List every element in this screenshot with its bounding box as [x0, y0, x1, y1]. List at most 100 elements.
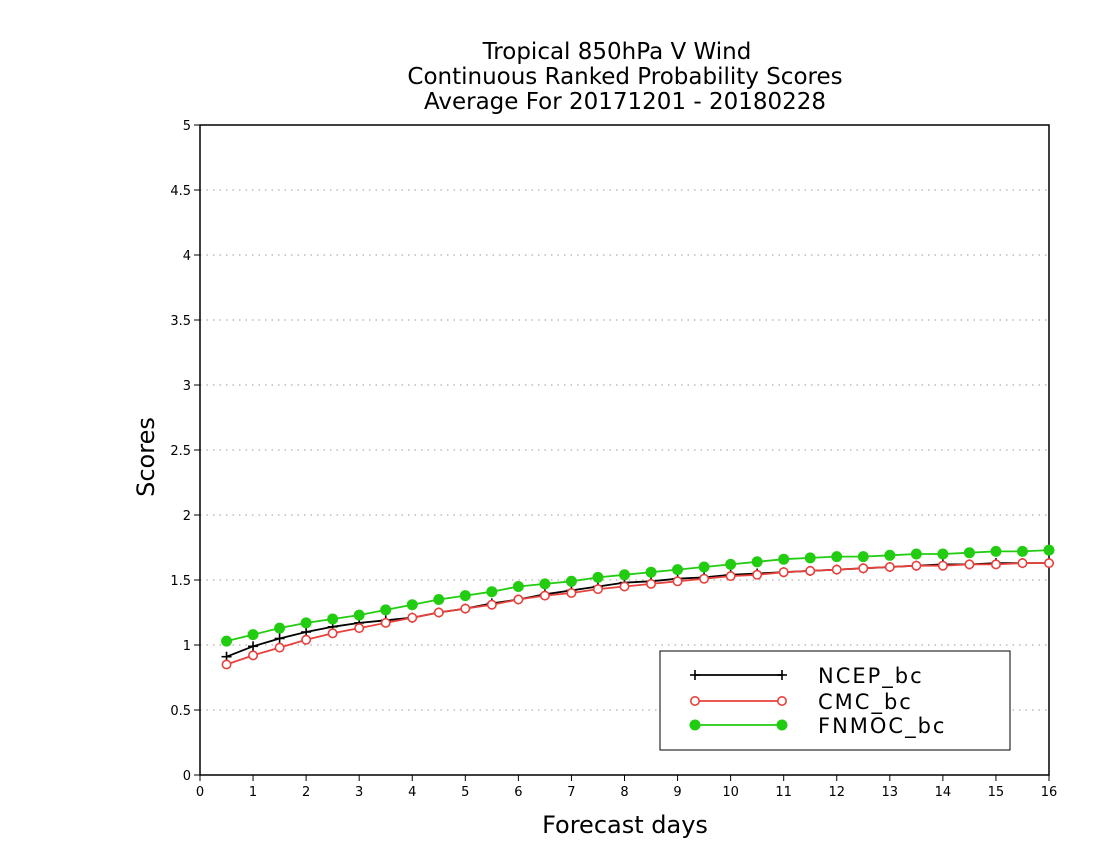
- data-point: [406, 599, 418, 611]
- legend-marker: [689, 719, 701, 731]
- legend-marker: [776, 719, 788, 731]
- data-point: [565, 575, 577, 587]
- data-point: [433, 594, 445, 605]
- series-group: [221, 544, 1055, 670]
- x-tick-label: 8: [620, 785, 628, 800]
- legend-label-CMC_bc: CMC_bc: [818, 690, 913, 715]
- data-point: [327, 613, 339, 625]
- data-point: [566, 587, 577, 598]
- data-point: [380, 604, 392, 616]
- data-point: [353, 609, 365, 621]
- y-tick-label: 4.5: [170, 184, 191, 199]
- y-tick-label: 3.5: [170, 314, 191, 329]
- data-point: [274, 633, 285, 644]
- data-point: [539, 578, 551, 590]
- data-point: [301, 634, 312, 645]
- data-point: [1017, 558, 1028, 569]
- x-tick-label: 14: [935, 785, 952, 800]
- x-tick-label: 2: [302, 785, 310, 800]
- data-point: [248, 650, 259, 661]
- data-point: [672, 564, 684, 576]
- data-point: [858, 563, 869, 574]
- series-line-CMC_bc: [226, 562, 1049, 666]
- x-axis-label: Forecast days: [542, 811, 708, 839]
- x-tick-label: 7: [567, 785, 575, 800]
- y-tick-label: 4: [183, 249, 191, 264]
- data-point: [937, 548, 949, 560]
- x-tick-label: 10: [722, 785, 739, 800]
- data-point: [646, 578, 657, 589]
- y-tick-label: 0.5: [170, 704, 191, 719]
- data-point: [964, 559, 975, 570]
- data-point: [805, 565, 816, 576]
- x-tick-label: 15: [988, 785, 1005, 800]
- x-tick-label: 12: [828, 785, 845, 800]
- data-point: [725, 571, 736, 582]
- chart-title-line-1: Tropical 850hPa V Wind: [482, 39, 752, 65]
- x-axis-ticks: 0 1 2 3 4 5 6 7 8 9 10 11 12 13 14 15 16: [196, 775, 1057, 800]
- y-tick-label: 5: [183, 119, 191, 134]
- data-point: [963, 547, 975, 559]
- x-tick-label: 6: [514, 785, 522, 800]
- chart-title-line-2: Continuous Ranked Probability Scores: [407, 64, 842, 90]
- data-point: [884, 561, 895, 572]
- data-point: [910, 548, 922, 560]
- legend-marker: [690, 670, 700, 680]
- y-tick-label: 3: [183, 379, 191, 394]
- x-tick-label: 0: [196, 785, 204, 800]
- y-tick-label: 1: [183, 639, 191, 654]
- chart-title-line-3: Average For 20171201 - 20180228: [424, 89, 826, 115]
- data-point: [884, 549, 896, 561]
- data-point: [513, 594, 524, 605]
- data-point: [380, 617, 391, 628]
- series-FNMOC_bc: [221, 544, 1055, 647]
- data-point: [698, 561, 710, 573]
- data-point: [592, 571, 604, 583]
- data-point: [831, 564, 842, 575]
- data-point: [1016, 545, 1028, 557]
- y-tick-label: 2: [183, 509, 191, 524]
- y-axis-label: Scores: [132, 417, 160, 497]
- data-point: [778, 567, 789, 578]
- series-CMC_bc: [221, 558, 1055, 670]
- data-point: [804, 552, 816, 564]
- x-tick-label: 4: [408, 785, 416, 800]
- data-point: [433, 607, 444, 618]
- y-tick-label: 2.5: [170, 444, 191, 459]
- data-point: [619, 569, 630, 581]
- data-point: [247, 629, 259, 641]
- y-axis-ticks: 0 0.5 1 1.5 2 2.5 3 3.5 4 4.5 5: [170, 119, 200, 784]
- legend-marker: [777, 670, 787, 680]
- data-point: [459, 590, 471, 602]
- data-point: [990, 559, 1001, 570]
- x-tick-label: 9: [673, 785, 681, 800]
- data-point: [486, 599, 497, 610]
- data-point: [672, 576, 683, 587]
- series-line-FNMOC_bc: [226, 549, 1050, 642]
- data-point: [831, 551, 843, 563]
- data-point: [619, 581, 630, 592]
- data-point: [486, 586, 498, 598]
- data-point: [221, 659, 232, 670]
- data-point: [645, 566, 657, 578]
- data-point: [751, 556, 763, 568]
- y-tick-label: 1.5: [170, 574, 191, 589]
- data-point: [778, 553, 790, 565]
- legend-marker: [689, 695, 700, 706]
- data-point: [937, 560, 948, 571]
- data-point: [539, 590, 550, 601]
- legend-label-NCEP_bc: NCEP_bc: [818, 664, 924, 689]
- data-point: [725, 558, 737, 570]
- data-point: [354, 623, 365, 634]
- x-tick-label: 5: [461, 785, 469, 800]
- data-point: [592, 584, 603, 595]
- data-point: [407, 612, 418, 623]
- legend-marker: [776, 695, 787, 706]
- data-point: [857, 551, 869, 563]
- x-tick-label: 1: [249, 785, 257, 800]
- data-point: [512, 581, 524, 592]
- x-tick-label: 11: [775, 785, 792, 800]
- grid-lines: [200, 189, 1049, 711]
